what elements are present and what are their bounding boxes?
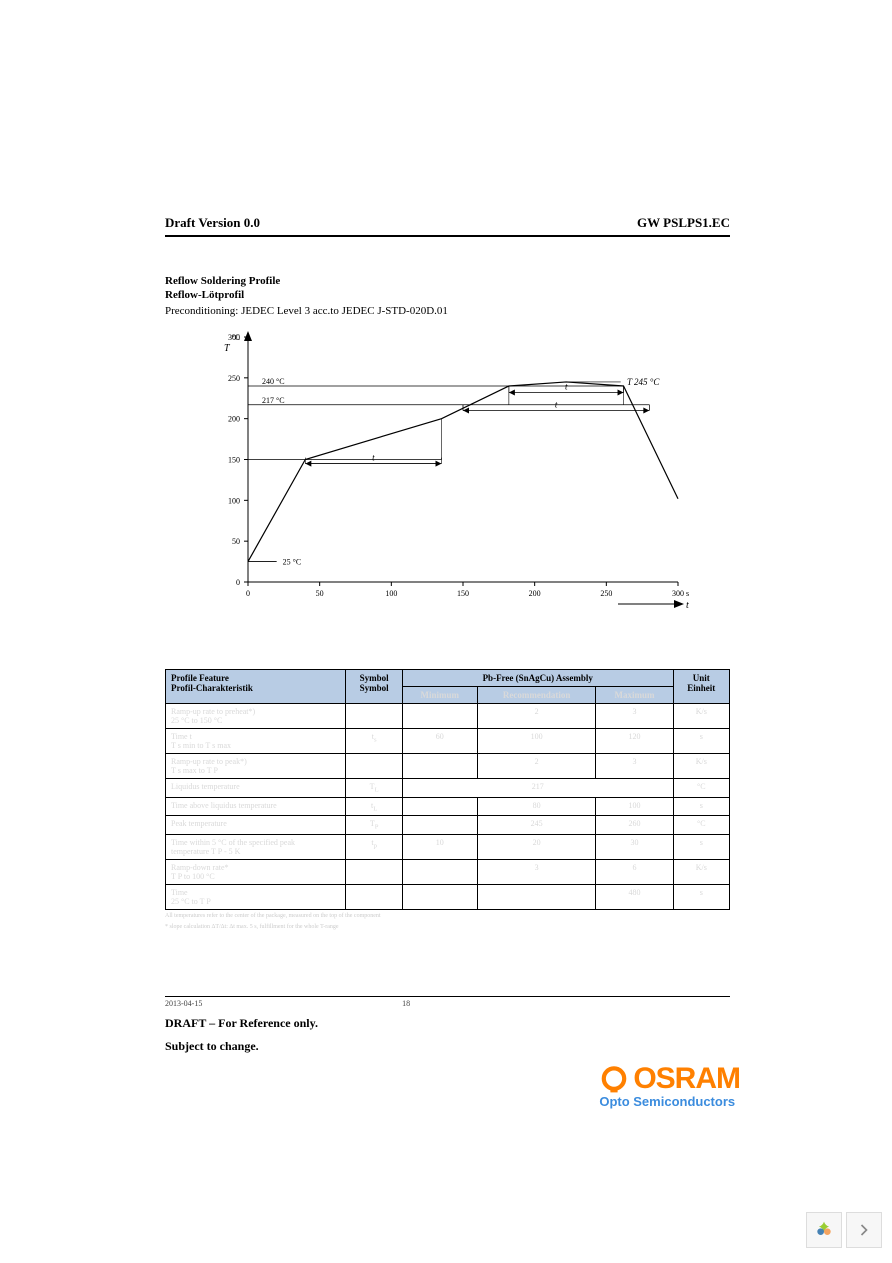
app-icon-button[interactable] xyxy=(806,1212,842,1248)
table-row: Ramp-up rate to preheat*)25 °C to 150 °C… xyxy=(166,704,730,729)
svg-text:25 °C: 25 °C xyxy=(282,558,301,567)
footer-page: 18 xyxy=(402,999,410,1008)
th-feature-de: Profil-Charakteristik xyxy=(171,683,253,693)
brand-logo: OSRAM Opto Semiconductors xyxy=(599,1062,740,1109)
draft-notice-1: DRAFT – For Reference only. xyxy=(165,1016,730,1031)
footer-line: 2013-04-15 18 xyxy=(165,996,730,1008)
profile-parameters-table: Profile Feature Profil-Charakteristik Sy… xyxy=(165,669,730,910)
svg-text:t: t xyxy=(686,600,689,611)
table-row: Peak temperatureTP245260°C xyxy=(166,816,730,835)
datasheet-page: Draft Version 0.0 GW PSLPS1.EC Reflow So… xyxy=(165,215,730,1054)
table-body: Ramp-up rate to preheat*)25 °C to 150 °C… xyxy=(166,704,730,910)
svg-text:0: 0 xyxy=(236,578,240,587)
th-unit: Unit xyxy=(693,673,710,683)
header-left: Draft Version 0.0 xyxy=(165,215,260,231)
table-row: Time25 °C to T P480s xyxy=(166,884,730,909)
svg-text:250: 250 xyxy=(228,374,240,383)
osram-bulb-icon xyxy=(599,1066,629,1096)
reflow-chart: Tt050100150200250300050100150200250300°C… xyxy=(165,327,730,622)
svg-text:250: 250 xyxy=(600,589,612,598)
table-footnote-2: * slope calculation ΔT/Δt: Δt max. 5 s, … xyxy=(165,924,730,932)
svg-text:150: 150 xyxy=(228,456,240,465)
table-row: Time within 5 °C of the specified peakte… xyxy=(166,834,730,859)
section-title-en: Reflow Soldering Profile xyxy=(165,275,730,287)
brand-subline: Opto Semiconductors xyxy=(599,1094,740,1109)
header-right: GW PSLPS1.EC xyxy=(637,215,730,231)
svg-text:217 °C: 217 °C xyxy=(262,396,285,405)
th-symbol-de: Symbol xyxy=(360,683,389,693)
th-unit-de: Einheit xyxy=(687,683,715,693)
svg-text:100: 100 xyxy=(385,589,397,598)
th-symbol: Symbol xyxy=(360,673,389,683)
table-footnote-1: All temperatures refer to the center of … xyxy=(165,913,730,921)
svg-text:150: 150 xyxy=(457,589,469,598)
svg-text:0: 0 xyxy=(246,589,250,598)
svg-text:50: 50 xyxy=(232,537,240,546)
corner-nav xyxy=(806,1212,882,1248)
chevron-right-icon xyxy=(854,1220,874,1240)
flower-icon xyxy=(814,1220,834,1240)
reflow-profile-svg: Tt050100150200250300050100150200250300°C… xyxy=(198,327,698,617)
svg-text:50: 50 xyxy=(315,589,323,598)
table-row: Liquidus temperatureTL217°C xyxy=(166,779,730,798)
svg-text:300: 300 xyxy=(672,589,684,598)
svg-text:200: 200 xyxy=(528,589,540,598)
svg-text:100: 100 xyxy=(228,496,240,505)
page-header: Draft Version 0.0 GW PSLPS1.EC xyxy=(165,215,730,237)
section-heading: Reflow Soldering Profile Reflow-Lötprofi… xyxy=(165,275,730,317)
th-feature: Profile Feature xyxy=(171,673,229,683)
footer-date: 2013-04-15 xyxy=(165,999,202,1008)
table-header-row-1: Profile Feature Profil-Charakteristik Sy… xyxy=(166,670,730,687)
brand-name: OSRAM xyxy=(633,1062,740,1096)
table-row: Time tT s min to T s maxts60100120s xyxy=(166,729,730,754)
svg-text:s: s xyxy=(686,589,689,598)
svg-text:t: t xyxy=(372,453,375,463)
table-row: Ramp-down rate*T P to 100 °C36K/s xyxy=(166,859,730,884)
th-max: Maximum xyxy=(596,687,673,704)
th-rec: Recommendation xyxy=(477,687,596,704)
th-assembly: Pb-Free (SnAgCu) Assembly xyxy=(402,670,673,687)
preconditioning-text: Preconditioning: JEDEC Level 3 acc.to JE… xyxy=(165,305,730,317)
table-row: Time above liquidus temperaturetL80100s xyxy=(166,797,730,816)
svg-text:200: 200 xyxy=(228,415,240,424)
table-row: Ramp-up rate to peak*)T s max to T P23K/… xyxy=(166,754,730,779)
svg-text:t: t xyxy=(564,382,567,392)
svg-text:T: T xyxy=(224,343,231,354)
svg-text:°C: °C xyxy=(231,333,240,342)
svg-text:T 245 °C: T 245 °C xyxy=(626,377,659,387)
next-page-button[interactable] xyxy=(846,1212,882,1248)
svg-text:240 °C: 240 °C xyxy=(262,377,285,386)
th-min: Minimum xyxy=(402,687,477,704)
section-title-de: Reflow-Lötprofil xyxy=(165,289,730,301)
draft-notice-2: Subject to change. xyxy=(165,1039,730,1054)
